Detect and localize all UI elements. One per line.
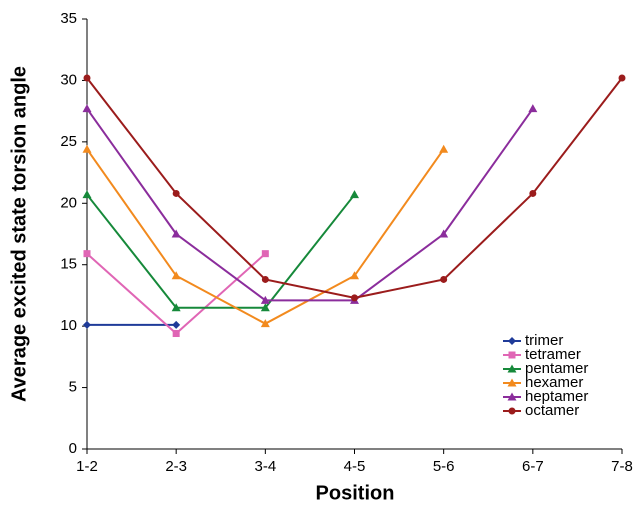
marker xyxy=(350,190,359,199)
marker xyxy=(529,189,537,197)
y-tick-label: 5 xyxy=(69,379,77,396)
legend-label: tetramer xyxy=(525,346,581,363)
y-tick-label: 10 xyxy=(60,317,77,334)
legend-label: heptamer xyxy=(525,388,588,405)
series-line xyxy=(86,108,534,302)
y-tick-label: 25 xyxy=(60,133,77,150)
y-tick-label: 30 xyxy=(60,71,77,88)
marker xyxy=(439,229,449,238)
x-tick-label: 3-4 xyxy=(254,458,276,475)
x-tick-label: 5-6 xyxy=(433,458,455,475)
marker xyxy=(83,320,91,329)
marker xyxy=(260,303,270,312)
marker xyxy=(172,189,180,197)
x-axis-label: Position xyxy=(316,482,395,504)
y-tick-label: 0 xyxy=(69,440,77,457)
series-line xyxy=(86,77,623,299)
marker xyxy=(507,378,517,387)
marker xyxy=(172,320,181,329)
legend-label: octamer xyxy=(525,402,579,419)
marker xyxy=(171,303,181,312)
legend-label: trimer xyxy=(525,332,563,349)
marker xyxy=(83,74,91,82)
marker xyxy=(507,392,517,401)
marker xyxy=(82,190,92,199)
marker xyxy=(261,250,269,258)
y-tick-label: 20 xyxy=(60,194,77,211)
marker xyxy=(618,74,626,82)
marker xyxy=(171,229,181,238)
legend-label: pentamer xyxy=(525,360,588,377)
series-line xyxy=(86,194,356,309)
marker xyxy=(508,407,516,415)
y-tick-label: 35 xyxy=(60,10,77,27)
marker xyxy=(260,319,270,328)
x-tick-label: 4-5 xyxy=(344,458,366,475)
x-tick-label: 6-7 xyxy=(522,458,544,475)
marker xyxy=(82,144,92,153)
marker xyxy=(260,295,270,304)
x-tick-label: 1-2 xyxy=(76,458,98,475)
marker xyxy=(261,275,269,283)
legend-label: hexamer xyxy=(525,374,583,391)
marker xyxy=(507,364,517,373)
marker xyxy=(508,351,516,359)
y-axis-label: Average excited state torsion angle xyxy=(8,66,30,402)
marker xyxy=(171,271,181,280)
marker xyxy=(82,104,92,113)
marker xyxy=(440,275,448,283)
marker xyxy=(439,144,449,153)
x-tick-label: 2-3 xyxy=(165,458,187,475)
y-tick-label: 15 xyxy=(60,256,77,273)
marker xyxy=(172,330,180,338)
x-tick-label: 7-8 xyxy=(611,458,633,475)
marker xyxy=(528,104,538,113)
marker xyxy=(83,250,91,258)
marker xyxy=(350,271,359,280)
marker xyxy=(351,294,358,302)
marker xyxy=(508,337,516,345)
